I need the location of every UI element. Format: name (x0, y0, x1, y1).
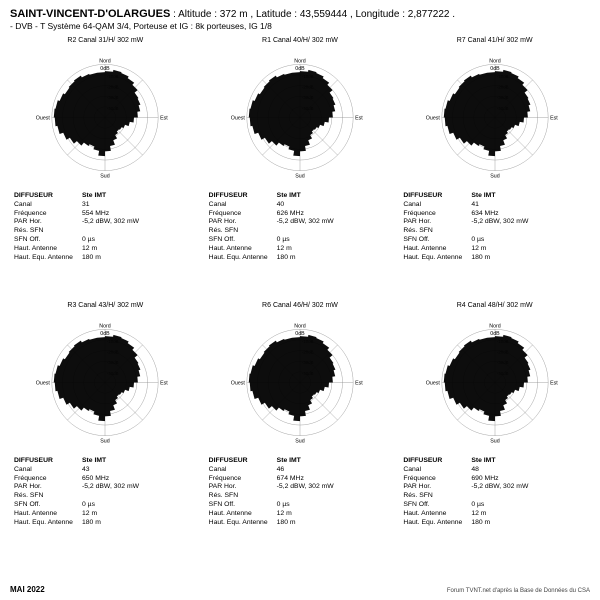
svg-text:Est: Est (550, 380, 558, 386)
svg-text:Nord: Nord (489, 58, 501, 64)
panel-R3: R3 Canal 43/H/ 302 mW-10dB-20dB-30dB-40d… (10, 302, 201, 563)
panel-R6: R6 Canal 46/H/ 302 mW-10dB-20dB-30dB-40d… (205, 302, 396, 563)
title-line: SAINT-VINCENT-D'OLARGUES : Altitude : 37… (10, 8, 590, 20)
panel-title: R3 Canal 43/H/ 302 mW (67, 302, 143, 309)
polar-chart: -10dB-20dB-30dB-40dBNordSudEstOuest0dB (230, 45, 370, 190)
svg-text:Ouest: Ouest (36, 380, 51, 386)
polar-chart: -10dB-20dB-30dB-40dBNordSudEstOuest0dB (230, 310, 370, 455)
svg-text:Ouest: Ouest (425, 115, 440, 121)
panel-R2: R2 Canal 31/H/ 302 mW-10dB-20dB-30dB-40d… (10, 37, 201, 298)
svg-text:Est: Est (160, 380, 168, 386)
svg-text:0dB: 0dB (490, 66, 500, 72)
panel-grid: R2 Canal 31/H/ 302 mW-10dB-20dB-30dB-40d… (0, 33, 600, 563)
svg-text:0dB: 0dB (101, 66, 111, 72)
info-block: DIFFUSEURSte IMTCanal43Fréquence650 MHzP… (10, 455, 201, 530)
svg-text:Sud: Sud (101, 438, 110, 444)
svg-text:Nord: Nord (100, 58, 112, 64)
info-block: DIFFUSEURSte IMTCanal46Fréquence674 MHzP… (205, 455, 396, 530)
svg-text:Nord: Nord (100, 323, 112, 329)
info-block: DIFFUSEURSte IMTCanal31Fréquence554 MHzP… (10, 190, 201, 265)
info-block: DIFFUSEURSte IMTCanal40Fréquence626 MHzP… (205, 190, 396, 265)
svg-text:0dB: 0dB (101, 331, 111, 337)
panel-title: R2 Canal 31/H/ 302 mW (67, 37, 143, 44)
svg-text:Nord: Nord (294, 58, 306, 64)
svg-text:Nord: Nord (489, 323, 501, 329)
polar-chart: -10dB-20dB-30dB-40dBNordSudEstOuest0dB (425, 310, 565, 455)
svg-text:Sud: Sud (490, 438, 499, 444)
panel-R1: R1 Canal 40/H/ 302 mW-10dB-20dB-30dB-40d… (205, 37, 396, 298)
svg-text:Ouest: Ouest (231, 115, 246, 121)
footer-date: MAI 2022 (10, 585, 45, 594)
system-line: - DVB - T Système 64-QAM 3/4, Porteuse e… (10, 21, 590, 31)
svg-text:Est: Est (160, 115, 168, 121)
panel-title: R4 Canal 48/H/ 302 mW (457, 302, 533, 309)
svg-text:0dB: 0dB (490, 331, 500, 337)
svg-text:0dB: 0dB (295, 331, 305, 337)
svg-text:Est: Est (355, 380, 363, 386)
info-block: DIFFUSEURSte IMTCanal41Fréquence634 MHzP… (399, 190, 590, 265)
site-name: SAINT-VINCENT-D'OLARGUES (10, 8, 170, 20)
svg-text:Sud: Sud (295, 173, 304, 179)
panel-title: R6 Canal 46/H/ 302 mW (262, 302, 338, 309)
panel-title: R7 Canal 41/H/ 302 mW (457, 37, 533, 44)
polar-chart: -10dB-20dB-30dB-40dBNordSudEstOuest0dB (425, 45, 565, 190)
svg-text:Est: Est (550, 115, 558, 121)
footer-credit: Forum TVNT.net d'après la Base de Donnée… (447, 588, 590, 594)
svg-text:Ouest: Ouest (425, 380, 440, 386)
svg-text:Sud: Sud (490, 173, 499, 179)
polar-chart: -10dB-20dB-30dB-40dBNordSudEstOuest0dB (35, 310, 175, 455)
info-block: DIFFUSEURSte IMTCanal48Fréquence690 MHzP… (399, 455, 590, 530)
svg-text:Est: Est (355, 115, 363, 121)
header: SAINT-VINCENT-D'OLARGUES : Altitude : 37… (0, 0, 600, 33)
svg-text:Ouest: Ouest (231, 380, 246, 386)
svg-text:Sud: Sud (101, 173, 110, 179)
svg-text:Sud: Sud (295, 438, 304, 444)
svg-text:Nord: Nord (294, 323, 306, 329)
polar-chart: -10dB-20dB-30dB-40dBNordSudEstOuest0dB (35, 45, 175, 190)
svg-text:0dB: 0dB (295, 66, 305, 72)
panel-title: R1 Canal 40/H/ 302 mW (262, 37, 338, 44)
panel-R7: R7 Canal 41/H/ 302 mW-10dB-20dB-30dB-40d… (399, 37, 590, 298)
svg-text:Ouest: Ouest (36, 115, 51, 121)
panel-R4: R4 Canal 48/H/ 302 mW-10dB-20dB-30dB-40d… (399, 302, 590, 563)
